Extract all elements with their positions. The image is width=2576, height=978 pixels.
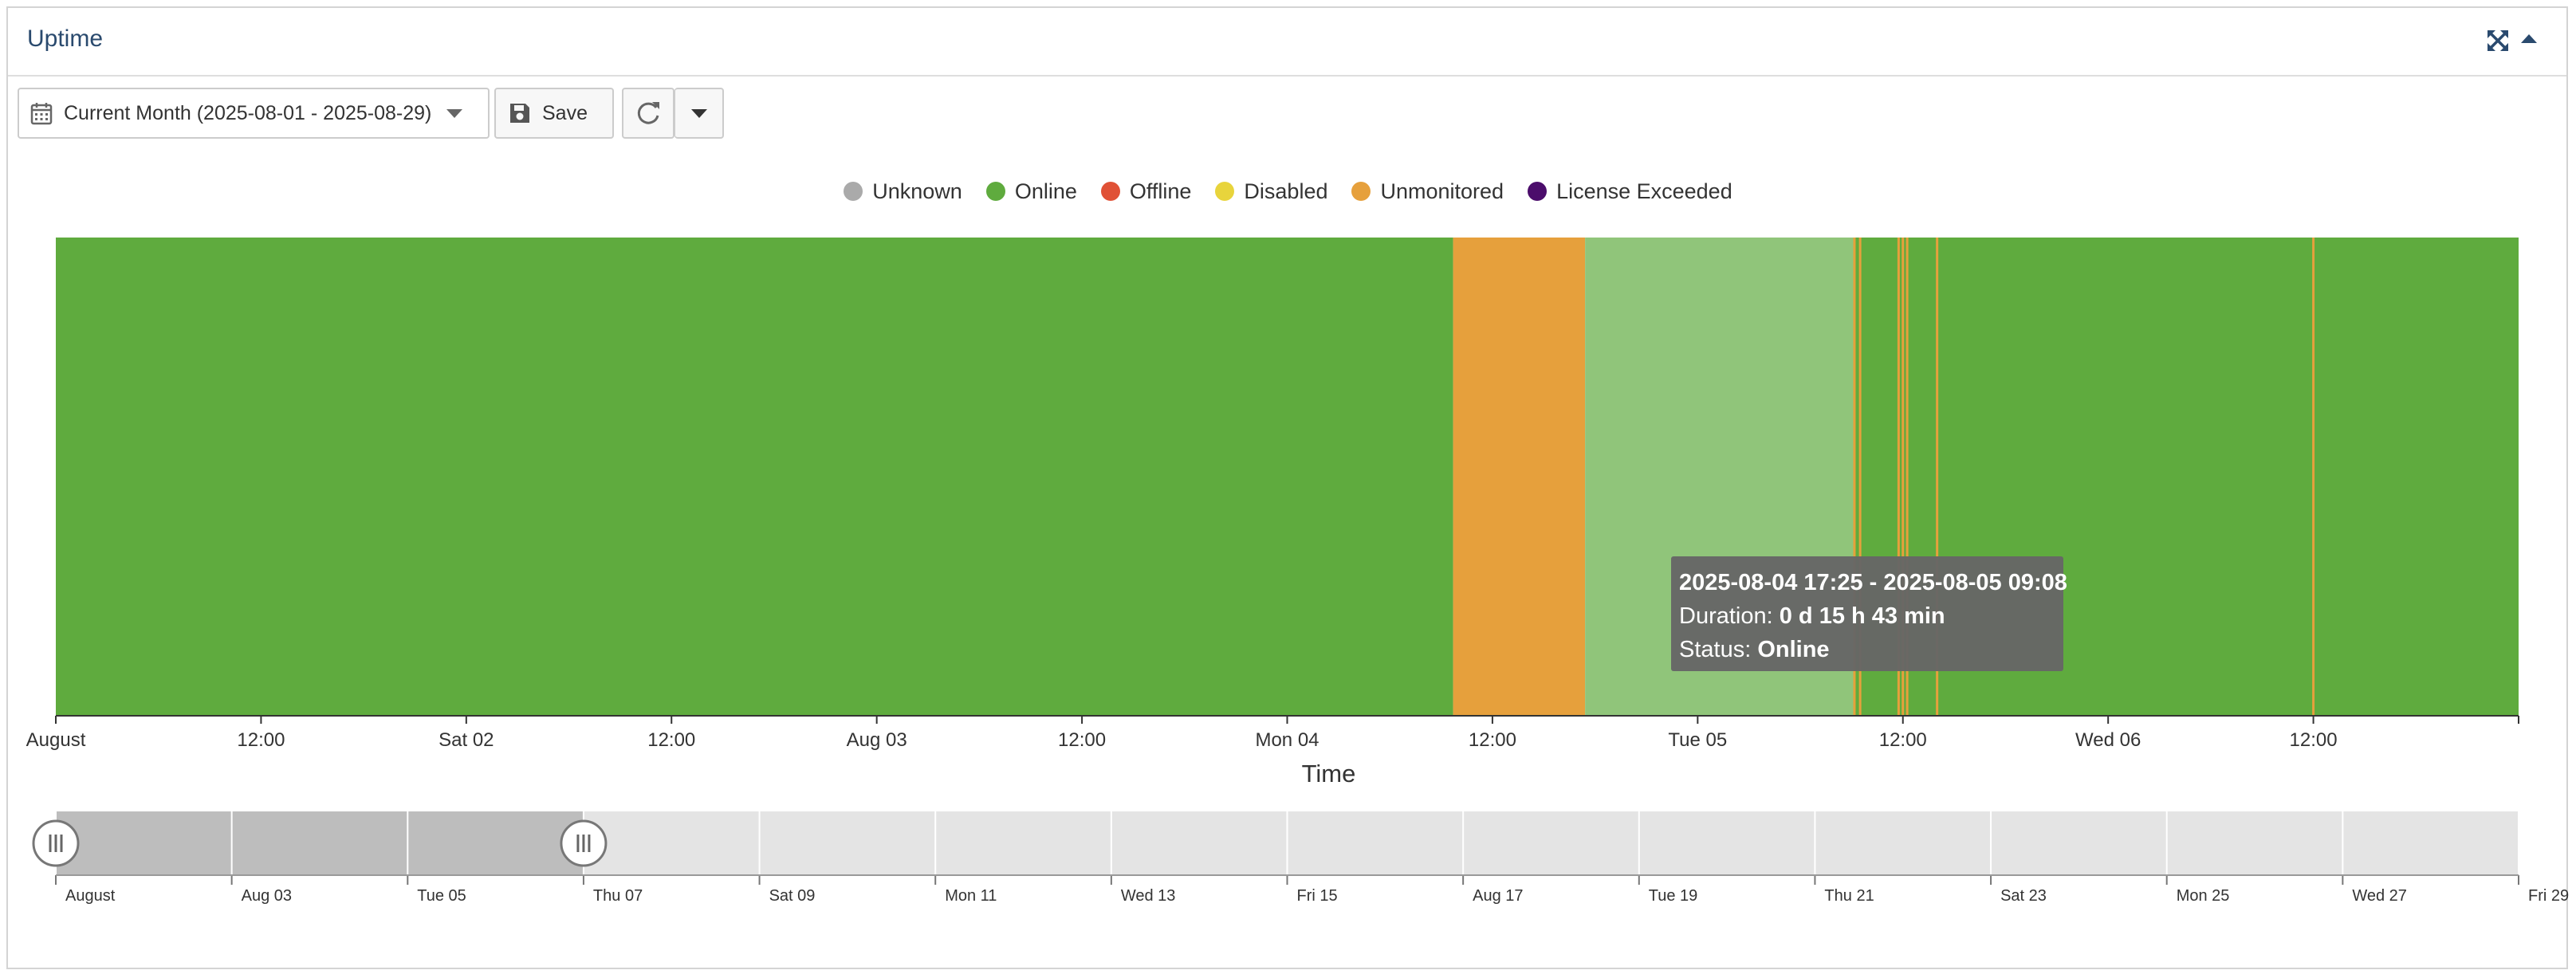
legend-label: Online <box>1014 179 1077 203</box>
chart-tooltip: 2025-08-04 17:25 - 2025-08-05 09:08 Dura… <box>1671 556 2067 671</box>
navigator-tick-label: August <box>65 887 116 905</box>
segment-unmonitored <box>1453 238 1586 716</box>
tooltip-status: Status: Online <box>1679 637 1830 662</box>
calendar-icon <box>30 101 53 125</box>
x-tick-label: 12:00 <box>1058 729 1106 751</box>
segment-unmonitored-brief <box>1853 238 1856 716</box>
legend-dot <box>1351 182 1371 201</box>
legend-label: Unknown <box>872 179 962 203</box>
segment-unmonitored-brief <box>2312 238 2315 716</box>
navigator-tick-label: Thu 21 <box>1824 887 1874 905</box>
navigator-tick-label: Fri 15 <box>1297 887 1338 905</box>
legend-dot <box>985 182 1005 201</box>
legend-item-unknown[interactable]: Unknown <box>844 177 962 206</box>
legend-label: License Exceeded <box>1556 179 1732 203</box>
legend-label: Disabled <box>1244 179 1328 203</box>
panel-header: Uptime <box>8 8 2566 77</box>
legend-item-online[interactable]: Online <box>985 177 1077 206</box>
legend-item-offline[interactable]: Offline <box>1100 177 1192 206</box>
caret-down-icon <box>690 108 708 119</box>
chevron-down-icon <box>446 108 463 119</box>
chart-legend: Unknown Online Offline Disabled Unmonito… <box>0 177 2576 206</box>
date-range-label: Current Month (2025-08-01 - 2025-08-29) <box>64 101 432 124</box>
x-tick-label: Mon 04 <box>1255 729 1319 751</box>
legend-item-license-exceeded[interactable]: License Exceeded <box>1528 177 1732 206</box>
legend-label: Unmonitored <box>1380 179 1504 203</box>
refresh-options-button[interactable] <box>674 88 724 139</box>
panel-title: Uptime <box>27 26 104 52</box>
x-tick-label: August <box>26 729 86 751</box>
legend-dot <box>1528 182 1548 201</box>
legend-dot <box>1215 182 1235 201</box>
segment-unmonitored-brief <box>1858 238 1862 716</box>
x-tick-label: 12:00 <box>1469 729 1516 751</box>
navigator-tick-label: Wed 27 <box>2352 887 2407 905</box>
segment-unmonitored-brief <box>1905 238 1909 716</box>
navigator-tick-label: Mon 11 <box>945 887 997 905</box>
x-tick-label: Sat 02 <box>439 729 494 751</box>
navigator-tick-label: Tue 19 <box>1649 887 1698 905</box>
tooltip-range: 2025-08-04 17:25 - 2025-08-05 09:08 <box>1679 570 2067 595</box>
save-label: Save <box>542 101 588 124</box>
x-axis-title: Time <box>1302 760 1356 788</box>
save-button[interactable]: Save <box>494 88 614 139</box>
expand-arrows-icon[interactable] <box>2486 29 2510 53</box>
legend-item-unmonitored[interactable]: Unmonitored <box>1351 177 1504 206</box>
navigator-tick-label: Aug 03 <box>242 887 292 905</box>
x-tick-label: 12:00 <box>647 729 695 751</box>
navigator-tick-label: Mon 25 <box>2177 887 2230 905</box>
x-tick-label: Aug 03 <box>847 729 907 751</box>
navigator-tick-label: Fri 29 <box>2528 887 2569 905</box>
x-tick-label: 12:00 <box>2290 729 2338 751</box>
navigator-tick-label: Sat 09 <box>769 887 816 905</box>
navigator-selection[interactable] <box>56 811 584 875</box>
navigator-tick-label: Aug 17 <box>1473 887 1523 905</box>
segment-unmonitored-brief <box>1902 238 1905 716</box>
segment-unmonitored-brief <box>1897 238 1900 716</box>
tooltip-duration: Duration: 0 d 15 h 43 min <box>1679 603 1945 629</box>
save-icon <box>509 102 531 124</box>
legend-item-disabled[interactable]: Disabled <box>1215 177 1327 206</box>
x-tick-label: Tue 05 <box>1668 729 1727 751</box>
navigator-tick-label: Tue 05 <box>417 887 466 905</box>
x-tick-label: Wed 06 <box>2075 729 2141 751</box>
segment-online <box>56 238 1453 716</box>
legend-dot <box>1100 182 1120 201</box>
navigator-tick-label: Wed 13 <box>1121 887 1176 905</box>
caret-up-icon[interactable] <box>2519 32 2543 56</box>
navigator-tick-label: Sat 23 <box>2000 887 2047 905</box>
legend-label: Offline <box>1129 179 1192 203</box>
legend-dot <box>844 182 863 201</box>
navigator-tick-label: Thu 07 <box>593 887 643 905</box>
refresh-icon <box>635 100 662 127</box>
refresh-button[interactable] <box>622 88 674 139</box>
date-range-picker[interactable]: Current Month (2025-08-01 - 2025-08-29) <box>18 88 490 139</box>
x-tick-label: 12:00 <box>237 729 285 751</box>
segment-unmonitored-brief <box>1936 238 1939 716</box>
x-tick-label: 12:00 <box>1879 729 1927 751</box>
